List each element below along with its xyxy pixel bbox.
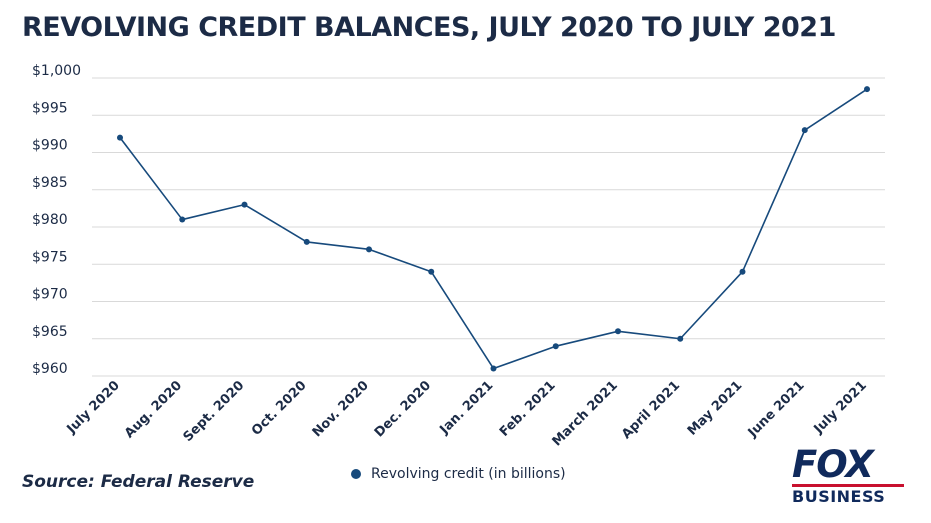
x-tick-label: March 2021 — [550, 378, 621, 449]
fox-business-logo: FOX BUSINESS — [792, 446, 910, 506]
y-tick-label: $960 — [32, 361, 68, 377]
data-point — [303, 238, 310, 245]
y-tick-label: $970 — [32, 287, 68, 303]
logo-fox: FOX — [792, 443, 874, 486]
data-point — [428, 268, 435, 275]
y-tick-label: $990 — [32, 138, 68, 154]
y-tick-label: $980 — [32, 212, 68, 228]
chart-title: REVOLVING CREDIT BALANCES, JULY 2020 TO … — [22, 12, 836, 43]
data-point — [117, 134, 123, 141]
logo-bar — [792, 484, 904, 487]
data-point — [677, 335, 684, 342]
data-point — [490, 365, 497, 372]
data-point — [552, 343, 559, 350]
x-tick-label: Nov. 2020 — [310, 378, 372, 440]
legend: Revolving credit (in billions) — [351, 466, 566, 482]
y-tick-label: $1,000 — [32, 63, 81, 79]
x-tick-label: Jan. 2021 — [437, 378, 497, 438]
x-tick-label: Aug. 2020 — [122, 378, 185, 441]
source-note: Source: Federal Reserve — [22, 472, 255, 492]
x-tick-label: Dec. 2020 — [372, 378, 434, 440]
data-point — [179, 216, 186, 223]
data-point — [615, 328, 621, 335]
data-point — [241, 201, 248, 208]
x-tick-label: Oct. 2020 — [249, 378, 310, 439]
x-tick-label: Feb. 2021 — [497, 378, 559, 440]
logo-business: BUSINESS — [792, 487, 886, 506]
y-tick-label: $995 — [32, 100, 68, 116]
data-point — [864, 86, 870, 93]
x-tick-label: July 2020 — [64, 378, 123, 437]
legend-marker — [351, 469, 361, 479]
y-tick-label: $985 — [32, 175, 68, 191]
x-tick-label: July 2021 — [811, 378, 870, 437]
legend-label: Revolving credit (in billions) — [371, 466, 566, 482]
x-tick-label: Sept. 2020 — [181, 378, 248, 445]
y-tick-label: $975 — [32, 249, 68, 265]
x-tick-label: April 2021 — [619, 378, 683, 442]
data-point — [801, 127, 808, 134]
x-tick-label: June 2021 — [745, 378, 808, 441]
y-tick-label: $965 — [32, 324, 68, 340]
x-tick-label: May 2021 — [685, 378, 745, 438]
series-line — [119, 88, 868, 370]
data-point — [366, 246, 372, 253]
data-point — [739, 268, 746, 275]
